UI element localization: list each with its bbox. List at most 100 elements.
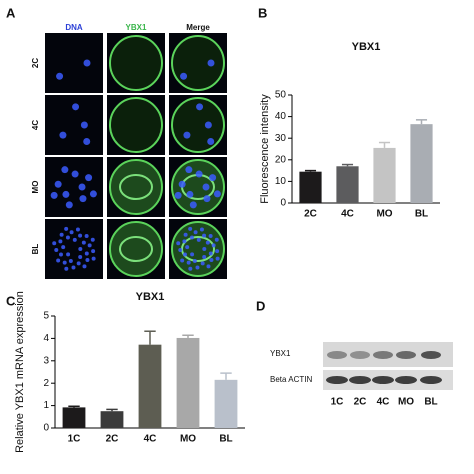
- nucleus: [54, 180, 62, 188]
- nucleus: [208, 233, 213, 238]
- panel-letter: C: [6, 293, 16, 308]
- bar: [214, 379, 238, 428]
- micrograph: [45, 33, 103, 93]
- nucleus: [196, 237, 201, 242]
- nucleus: [78, 255, 83, 260]
- nucleus: [183, 131, 191, 139]
- nucleus: [90, 237, 95, 242]
- nucleus: [52, 241, 57, 246]
- nucleus: [83, 137, 91, 145]
- y-tick-label: 3: [43, 355, 49, 366]
- nucleus: [180, 258, 185, 263]
- nucleus: [202, 255, 207, 260]
- panel-letter: A: [6, 5, 16, 20]
- nucleus: [85, 257, 90, 262]
- band: [326, 376, 348, 384]
- y-tick-label: 5: [43, 311, 49, 322]
- nucleus: [204, 121, 212, 129]
- nucleus: [65, 235, 70, 240]
- nucleus: [91, 249, 96, 254]
- y-tick-label: 50: [275, 90, 287, 101]
- nucleus: [183, 232, 188, 237]
- nucleus: [189, 235, 194, 240]
- row-label: 2C: [31, 58, 40, 68]
- nucleus: [208, 251, 213, 256]
- embryo-outline: [109, 159, 163, 215]
- band: [372, 376, 394, 384]
- nucleus: [76, 261, 81, 266]
- nucleus: [213, 190, 221, 198]
- nucleus: [79, 195, 87, 203]
- nucleus: [182, 252, 187, 257]
- nucleus: [71, 265, 76, 270]
- nucleus: [215, 249, 220, 254]
- band: [349, 376, 371, 384]
- nucleus: [205, 240, 210, 245]
- column-label: Merge: [186, 23, 210, 32]
- y-tick-label: 0: [280, 198, 286, 209]
- band: [420, 376, 442, 384]
- y-tick-label: 1: [43, 400, 49, 411]
- bar: [62, 407, 86, 428]
- nucleus: [54, 248, 59, 253]
- nucleus: [209, 174, 217, 182]
- nucleus: [193, 230, 198, 235]
- lane-label: BL: [424, 397, 437, 408]
- bar: [176, 337, 200, 428]
- nucleus: [83, 59, 91, 67]
- y-axis-label: Relative YBX1 mRNA expression: [14, 291, 26, 453]
- nucleus: [199, 227, 204, 232]
- panel-letter: D: [256, 298, 265, 313]
- band: [350, 351, 370, 359]
- nucleus: [188, 226, 193, 231]
- embryo-outline: [109, 35, 163, 91]
- x-tick-label: BL: [415, 209, 428, 220]
- nucleus: [202, 183, 210, 191]
- nucleus: [62, 190, 70, 198]
- y-tick-label: 0: [43, 423, 49, 434]
- y-tick-label: 10: [275, 176, 287, 187]
- nucleus: [186, 190, 194, 198]
- nucleus: [174, 191, 182, 199]
- embryo-outline: [109, 97, 163, 153]
- nucleus: [61, 245, 66, 250]
- nucleus: [188, 266, 193, 271]
- nucleus: [84, 233, 89, 238]
- nucleus: [176, 241, 181, 246]
- nucleus: [72, 103, 80, 111]
- chart-title: YBX1: [352, 41, 381, 53]
- nucleus: [85, 174, 93, 182]
- nucleus: [84, 251, 89, 256]
- nucleus: [69, 230, 74, 235]
- western-blot: [323, 342, 453, 390]
- lane-label: MO: [398, 397, 414, 408]
- nucleus: [58, 239, 63, 244]
- embryo-inner: [119, 236, 153, 262]
- bar: [138, 344, 162, 428]
- nucleus: [82, 264, 87, 269]
- nucleus: [78, 183, 86, 191]
- nucleus: [186, 260, 191, 265]
- nucleus: [59, 232, 64, 237]
- nucleus: [61, 166, 69, 174]
- nucleus: [178, 248, 183, 253]
- band: [396, 351, 416, 359]
- nucleus: [195, 170, 203, 178]
- y-axis-label: Fluorescence intensity: [259, 94, 271, 204]
- nucleus: [68, 258, 73, 263]
- nucleus: [215, 256, 220, 261]
- embryo-outline: [171, 35, 225, 91]
- embryo-outline: [171, 159, 225, 215]
- x-tick-label: BL: [219, 434, 232, 445]
- embryo-outline: [109, 221, 163, 277]
- nucleus: [72, 237, 77, 242]
- nucleus: [56, 72, 64, 80]
- nucleus: [185, 166, 193, 174]
- nucleus: [178, 180, 186, 188]
- nucleus: [203, 195, 211, 203]
- nucleus: [64, 226, 69, 231]
- row-label: YBX1: [270, 349, 291, 358]
- y-tick-label: 40: [275, 111, 287, 122]
- nucleus: [91, 256, 96, 261]
- band: [395, 376, 417, 384]
